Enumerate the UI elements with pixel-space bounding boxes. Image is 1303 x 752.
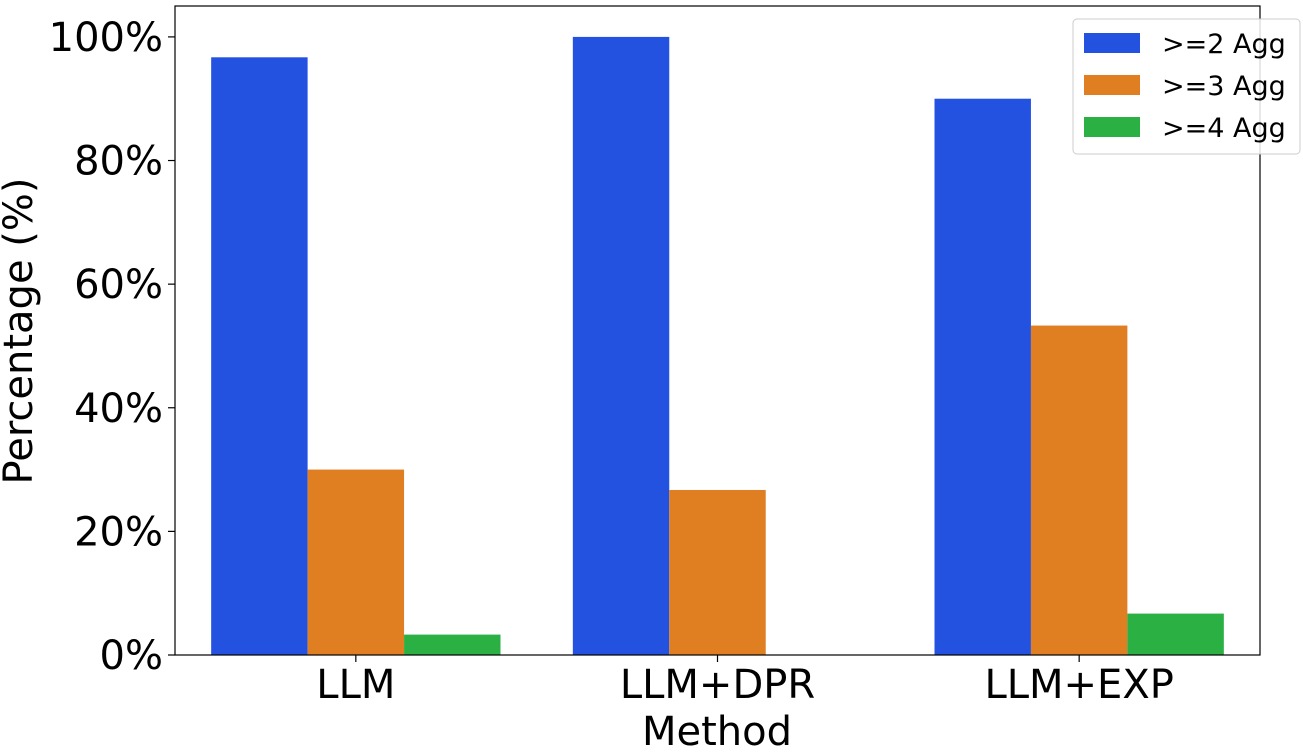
x-axis-label: Method	[642, 709, 792, 748]
x-tick-label: LLM+EXP	[984, 662, 1173, 708]
bar-llm-dpr-series-2	[669, 489, 766, 655]
bar-llm-dpr-series-1	[572, 36, 670, 655]
y-axis-label: Percentage (%)	[0, 178, 42, 485]
y-tick-label: 40%	[74, 386, 163, 432]
y-tick-label: 80%	[74, 139, 163, 185]
bar-llm-series-1	[211, 57, 308, 656]
legend-label: >=4 Agg	[1162, 113, 1286, 144]
x-tick-label: LLM+DPR	[620, 662, 815, 708]
x-axis: LLM LLM+DPR LLM+EXP	[316, 655, 1174, 708]
bar-llm-series-3	[404, 634, 501, 655]
legend-label: >=3 Agg	[1162, 71, 1286, 102]
y-axis: 0% 20% 40% 60% 80% 100%	[49, 15, 175, 679]
bar-llm-exp-series-3	[1127, 613, 1224, 655]
y-tick-label: 60%	[74, 262, 163, 308]
legend-swatch	[1084, 75, 1140, 95]
bar-llm-exp-series-1	[934, 98, 1031, 655]
legend-swatch	[1084, 117, 1140, 137]
bar-llm-exp-series-2	[1030, 325, 1128, 655]
bar-llm-series-2	[307, 469, 405, 655]
legend-label: >=2 Agg	[1162, 29, 1286, 60]
legend: >=2 Agg >=3 Agg >=4 Agg	[1072, 18, 1301, 155]
x-tick-label: LLM	[316, 662, 395, 708]
legend-swatch	[1084, 33, 1140, 53]
y-tick-label: 100%	[49, 15, 163, 61]
bars-layer	[211, 36, 1224, 656]
y-tick-label: 20%	[74, 509, 163, 555]
y-tick-label: 0%	[100, 633, 163, 679]
